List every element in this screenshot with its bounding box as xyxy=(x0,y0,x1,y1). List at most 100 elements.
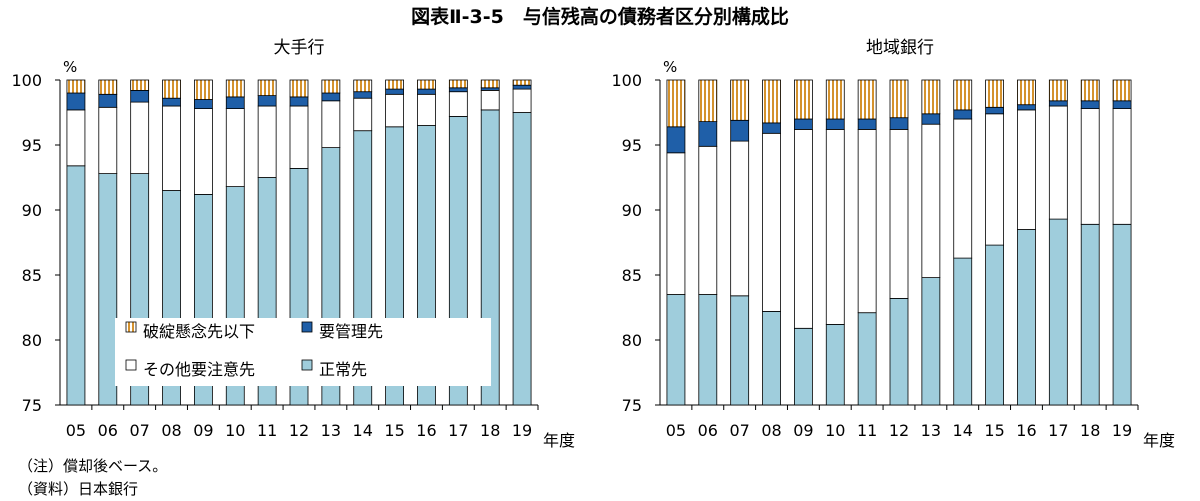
bar-segment xyxy=(794,118,813,130)
y-tick-label: 85 xyxy=(622,266,642,285)
bar-segment xyxy=(889,297,909,406)
bar-segment xyxy=(921,79,941,115)
bar-segment xyxy=(1080,79,1100,102)
bar-segment xyxy=(953,79,973,111)
bar-segment xyxy=(698,79,718,122)
x-tick-label: 11 xyxy=(257,421,277,440)
bar-segment xyxy=(1112,223,1132,406)
bar-segment xyxy=(698,121,718,147)
bar-segment xyxy=(825,128,845,325)
figure-source: （資料）日本銀行 xyxy=(18,480,139,498)
bar-segment xyxy=(1048,100,1068,107)
y-unit-label: % xyxy=(63,58,77,76)
x-tick-label: 09 xyxy=(793,421,813,440)
x-tick-label: 06 xyxy=(698,421,718,440)
bar-segment xyxy=(257,95,277,107)
bar-segment xyxy=(730,140,750,297)
x-tick-label: 07 xyxy=(129,421,149,440)
x-tick-label: 05 xyxy=(666,421,686,440)
bar-segment xyxy=(1112,100,1132,110)
bar-segment xyxy=(385,88,405,95)
y-tick-label: 80 xyxy=(22,331,42,350)
x-tick-label: 08 xyxy=(161,421,181,440)
bar-segment xyxy=(512,84,532,90)
bar-segment xyxy=(985,244,1004,406)
chart-panel-large-banks: 大手行 75 80 85 90 95 100% 05 06 07 08 09 10 11 12 13 14 15 1… xyxy=(11,38,575,450)
x-tick-label: 17 xyxy=(1048,421,1068,440)
y-unit-label: % xyxy=(663,58,677,76)
chart-panel-regional-banks: 地域銀行 75 80 85 90 95 100% 05 06 07 08 09 10 11 12 13 14 15… xyxy=(611,38,1175,450)
bar-segment xyxy=(857,128,877,314)
bar-segment xyxy=(193,99,213,110)
bar-segment xyxy=(666,79,686,128)
x-tick-label: 10 xyxy=(825,421,845,440)
bar-segment xyxy=(857,79,877,120)
x-tick-label: 09 xyxy=(193,421,213,440)
bar-segment xyxy=(985,79,1004,108)
bar-segment xyxy=(66,79,86,94)
x-tick-label: 12 xyxy=(289,421,309,440)
bar-segment xyxy=(1017,109,1036,230)
bar-segment xyxy=(1048,79,1068,102)
x-tick-label: 17 xyxy=(448,421,468,440)
bar-segment xyxy=(730,119,750,142)
bar-segment xyxy=(985,113,1004,246)
x-tick-label: 05 xyxy=(66,421,86,440)
bar-segment xyxy=(1112,79,1132,102)
bar-segment xyxy=(353,79,373,93)
bar-segment xyxy=(1048,218,1068,406)
x-tick-label: 19 xyxy=(1112,421,1132,440)
x-tick-label: 18 xyxy=(1080,421,1100,440)
bar-segment xyxy=(1080,100,1100,110)
figure-title: 図表Ⅱ-3-5 与信残高の債務者区分別構成比 xyxy=(411,6,789,28)
bar-segment xyxy=(66,165,86,406)
bar-segment xyxy=(289,79,309,98)
bar-segment xyxy=(417,79,436,90)
bar-segment xyxy=(480,79,500,89)
bar-segment xyxy=(512,79,532,86)
bar-segment xyxy=(666,152,686,295)
x-tick-label: 19 xyxy=(512,421,532,440)
x-tick-label: 13 xyxy=(921,421,941,440)
bar-segment xyxy=(953,118,973,259)
bar-segment xyxy=(730,79,750,121)
bar-segment xyxy=(825,323,845,406)
bar-segment xyxy=(1112,108,1132,225)
legend-swatch xyxy=(125,321,137,333)
bar-segment xyxy=(257,105,277,178)
bar-segment xyxy=(130,79,150,91)
y-tick-label: 90 xyxy=(22,201,42,220)
y-tick-label: 95 xyxy=(622,136,642,155)
x-tick-label: 15 xyxy=(984,421,1004,440)
bar-segment xyxy=(321,79,341,94)
bar-segment xyxy=(162,97,181,107)
bar-segment xyxy=(889,79,909,119)
bar-segment xyxy=(666,294,686,406)
bar-segment xyxy=(448,91,468,117)
bar-segment xyxy=(857,118,877,130)
bar-segment xyxy=(794,128,813,329)
bar-segment xyxy=(257,79,277,97)
y-tick-label: 100 xyxy=(11,71,42,90)
figure-note: （注）償却後ベース。 xyxy=(18,457,168,475)
y-tick-label: 80 xyxy=(622,331,642,350)
x-tick-label: 07 xyxy=(729,421,749,440)
bar-segment xyxy=(98,93,118,108)
bar-segment xyxy=(321,100,341,149)
panel-title: 地域銀行 xyxy=(866,38,934,58)
bar-segment xyxy=(762,122,781,134)
bar-segment xyxy=(762,310,781,406)
bar-segment xyxy=(480,90,500,111)
bar-segment xyxy=(762,79,781,124)
bar-segment xyxy=(921,277,941,406)
bar-segment xyxy=(698,294,718,406)
x-tick-label: 13 xyxy=(321,421,341,440)
x-tick-label: 12 xyxy=(889,421,909,440)
bar-segment xyxy=(921,113,941,125)
bar-segment xyxy=(353,91,373,99)
bar-segment xyxy=(385,79,405,90)
bar-segment xyxy=(289,96,309,107)
bar-segment xyxy=(512,88,532,113)
bar-segment xyxy=(417,93,436,126)
